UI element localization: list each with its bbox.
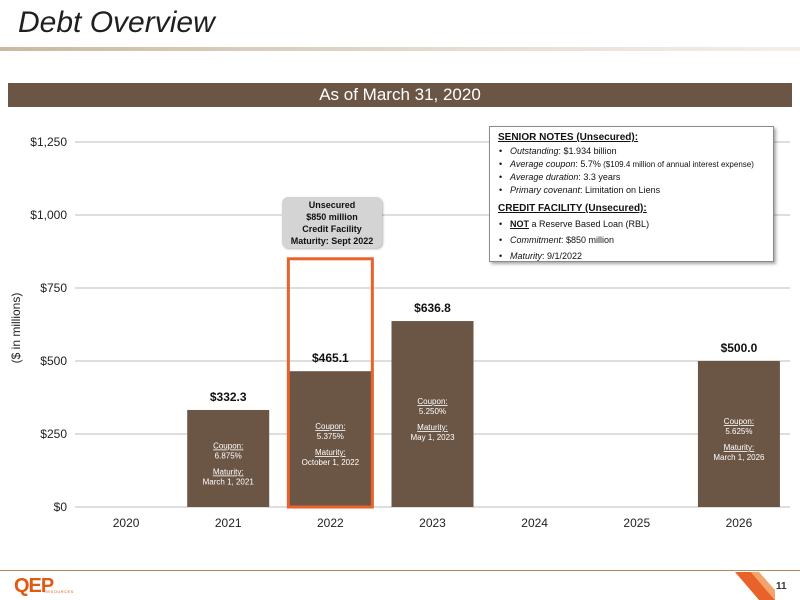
- x-tick-label: 2024: [521, 516, 548, 530]
- bar-field-label: Maturity:: [724, 443, 755, 452]
- data-label: $465.1: [312, 351, 349, 365]
- y-axis-title: ($ in millions): [9, 293, 23, 364]
- bar: [187, 409, 270, 507]
- y-tick-label: $0: [54, 500, 68, 514]
- bar-field-label: Coupon:: [213, 441, 243, 450]
- y-tick-label: $1,000: [30, 208, 67, 222]
- list-item: Outstanding: $1.934 billion: [499, 145, 765, 158]
- callout-line: Maturity: Sept 2022: [290, 235, 374, 246]
- y-tick-label: $250: [40, 427, 67, 441]
- x-tick-label: 2020: [113, 516, 140, 530]
- x-axis-ticks: 2020 2021 2022 2023 2024 2025 2026: [113, 516, 753, 530]
- bars: [187, 321, 780, 507]
- list-item: Primary covenant: Limitation on Liens: [499, 184, 765, 197]
- senior-notes-heading: SENIOR NOTES (Unsecured):: [498, 132, 639, 143]
- data-label: $636.8: [414, 301, 451, 315]
- bar: [697, 361, 780, 507]
- bar-field-label: Maturity:: [417, 423, 448, 432]
- credit-facility-outline: [286, 257, 374, 509]
- bar: [289, 371, 372, 507]
- corner-accent-icon: [735, 572, 775, 600]
- list-item: NOT a Reserve Based Loan (RBL): [499, 216, 765, 232]
- bar-field-value: 5.375%: [317, 432, 344, 441]
- y-axis-ticks: $0 $250 $500 $750 $1,000 $1,250: [30, 135, 67, 514]
- y-tick-label: $750: [40, 281, 67, 295]
- data-label: $500.0: [721, 341, 758, 355]
- bar-field-label: Coupon:: [417, 397, 447, 406]
- callout-line: $850 million: [306, 211, 358, 222]
- x-tick-label: 2026: [726, 516, 753, 530]
- bar-field-value: October 1, 2022: [302, 458, 360, 467]
- bar-field-value: March 1, 2021: [203, 477, 255, 486]
- page-title: Debt Overview: [18, 6, 215, 39]
- credit-facility-list: NOT a Reserve Based Loan (RBL) Commitmen…: [498, 216, 765, 264]
- bar-field-value: 6.875%: [215, 451, 242, 460]
- credit-facility-heading: CREDIT FACILITY (Unsecured):: [498, 203, 647, 214]
- callout-line: Credit Facility: [302, 223, 362, 234]
- debt-maturity-chart: $0 $250 $500 $750 $1,000 $1,250 $332.3 Coupon:…: [9, 135, 790, 530]
- bar-field-label: Maturity:: [213, 467, 244, 476]
- list-item: Average coupon: 5.7% ($109.4 million of …: [499, 158, 765, 172]
- data-label: $332.3: [210, 390, 247, 404]
- bar-field-label: Coupon:: [315, 422, 345, 431]
- page-number: 11: [776, 581, 787, 592]
- x-tick-label: 2025: [623, 516, 650, 530]
- credit-facility-callout: Unsecured $850 million Credit Facility M…: [282, 197, 382, 248]
- y-tick-label: $1,250: [30, 135, 67, 149]
- credit-facility-box: [286, 257, 374, 509]
- title-divider: [0, 47, 800, 51]
- footer-divider: [0, 570, 800, 571]
- company-logo: QEP: [14, 575, 54, 597]
- notes-info-box: SENIOR NOTES (Unsecured): Outstanding: $…: [489, 126, 774, 264]
- x-tick-label: 2021: [215, 516, 242, 530]
- company-logo-subtext: RESOURCES: [44, 589, 74, 594]
- bar-field-label: Maturity:: [315, 448, 346, 457]
- senior-notes-list: Outstanding: $1.934 billion Average coup…: [498, 145, 765, 196]
- bar-field-value: May 1, 2023: [410, 433, 455, 442]
- bar-field-value: 5.625%: [725, 427, 752, 436]
- bar-field-value: 5.250%: [419, 407, 446, 416]
- bar-field-label: Coupon:: [724, 417, 754, 426]
- y-tick-label: $500: [40, 354, 67, 368]
- list-item: Average duration: 3.3 years: [499, 171, 765, 184]
- bar-field-value: March 1, 2026: [713, 453, 765, 462]
- x-tick-label: 2023: [419, 516, 446, 530]
- bar: [391, 321, 474, 507]
- x-tick-label: 2022: [317, 516, 344, 530]
- list-item: Maturity: 9/1/2022: [499, 248, 765, 264]
- list-item: Commitment: $850 million: [499, 232, 765, 248]
- callout-line: Unsecured: [308, 199, 356, 210]
- date-banner: As of March 31, 2020: [8, 83, 792, 107]
